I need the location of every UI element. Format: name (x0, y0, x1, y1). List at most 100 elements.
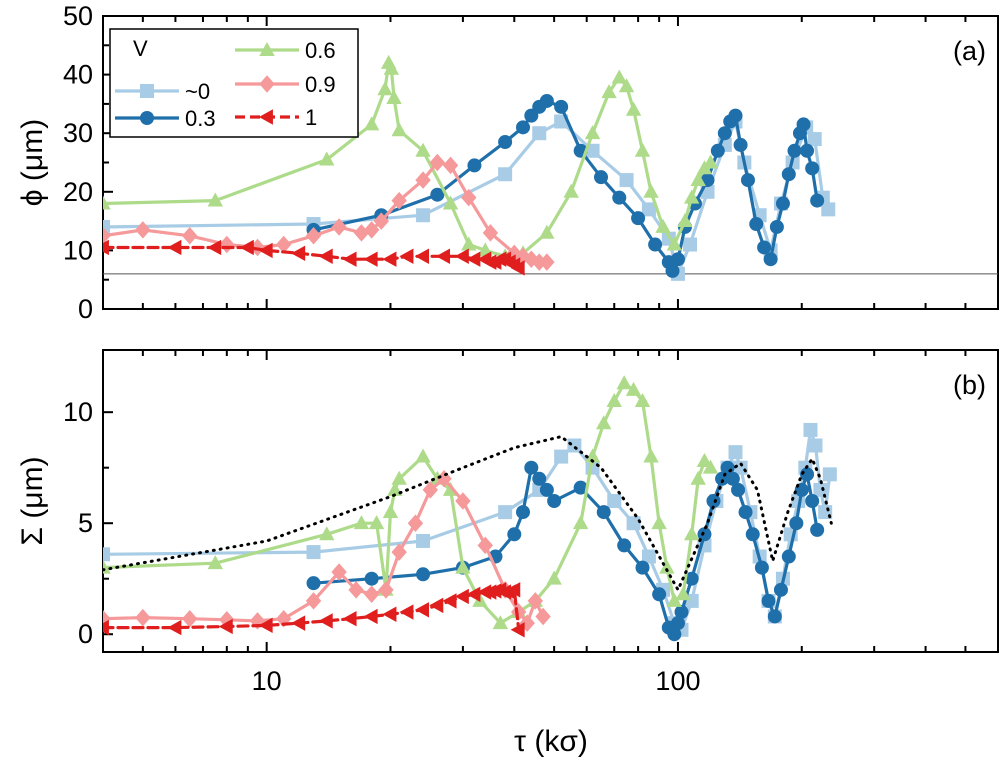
legend-marker (258, 109, 273, 125)
data-point (219, 611, 235, 629)
data-point (455, 559, 471, 574)
data-point (619, 173, 634, 188)
data-point (414, 248, 429, 264)
panel-a: 0 10 20 30 40 50 ϕ (μm) (a) (16, 1, 999, 324)
legend-title: V (133, 36, 148, 61)
data-point (554, 449, 569, 464)
data-point (416, 567, 431, 582)
data-point (167, 239, 182, 256)
data-point (391, 470, 407, 485)
data-point (670, 252, 685, 267)
data-point (539, 482, 554, 497)
data-point (363, 585, 380, 604)
legend-label: 0.6 (305, 38, 336, 63)
data-point (655, 218, 671, 233)
data-point (373, 212, 390, 230)
data-point (670, 616, 685, 631)
data-point (377, 81, 393, 96)
legend-marker (259, 41, 275, 56)
data-point (710, 143, 725, 158)
data-point (103, 547, 110, 562)
data-point (498, 167, 513, 182)
data-point (103, 239, 109, 256)
data-point (399, 248, 414, 264)
data-point (275, 235, 292, 254)
panel-label: (b) (953, 370, 986, 400)
legend-entry: 1 (235, 105, 317, 130)
data-point (810, 522, 825, 537)
data-point (634, 142, 651, 157)
legend-entry: 0.6 (235, 38, 336, 63)
data-point (796, 117, 811, 132)
data-point (757, 240, 772, 255)
data-point (331, 218, 347, 236)
data-point (492, 615, 509, 630)
series-0-6 (103, 375, 719, 630)
data-point (219, 235, 235, 254)
data-point (761, 593, 776, 608)
y-tick-label: 0 (78, 294, 93, 324)
data-point (745, 527, 760, 542)
data-point (763, 252, 778, 267)
data-point (218, 618, 233, 635)
data-point (807, 132, 822, 147)
y-tick-label: 5 (78, 508, 93, 538)
data-point (291, 245, 306, 262)
data-point (207, 239, 222, 256)
data-point (667, 627, 682, 642)
data-point (683, 237, 698, 252)
panel-label: (a) (953, 36, 986, 66)
data-point (391, 122, 407, 137)
data-point (258, 242, 273, 259)
legend-marker (259, 75, 275, 93)
data-point (507, 527, 522, 542)
data-point (331, 563, 347, 581)
data-point (631, 211, 646, 226)
x-tick-label: 10 (252, 666, 282, 696)
data-point (291, 615, 306, 631)
data-point (364, 571, 379, 586)
data-point (618, 78, 635, 93)
data-point (572, 515, 589, 530)
series-1 (103, 582, 525, 638)
panel-b: 0 5 10 Σ (μm) (b) 10 100 (16, 349, 999, 696)
data-point (342, 610, 357, 627)
data-point (539, 93, 554, 108)
data-point (616, 375, 632, 390)
data-point (466, 251, 481, 267)
data-point (467, 158, 482, 173)
data-point (781, 549, 796, 564)
legend-marker (140, 111, 154, 125)
data-point (738, 505, 753, 520)
data-point (625, 381, 642, 396)
data-point (594, 170, 609, 185)
data-point (773, 582, 788, 597)
data-point (775, 196, 790, 211)
x-axis-label: τ (kσ) (514, 725, 588, 758)
data-point (461, 188, 477, 207)
series-envelope (103, 435, 833, 592)
data-point (207, 192, 223, 207)
data-point (641, 202, 656, 217)
data-point (800, 467, 815, 482)
plot-area (103, 375, 837, 642)
data-point (725, 471, 740, 486)
legend-label: ~0 (185, 79, 210, 104)
data-point (733, 137, 748, 152)
plot-frame (102, 349, 999, 653)
data-point (498, 505, 513, 520)
data-point (103, 195, 111, 210)
data-point (789, 516, 804, 531)
data-point (383, 60, 400, 75)
data-point (740, 173, 755, 188)
data-point (386, 89, 402, 104)
legend: V ~00.3 0.6 0.9 1 (109, 28, 359, 138)
data-point (822, 467, 837, 482)
data-point (382, 251, 397, 267)
y-tick-label: 40 (63, 60, 93, 90)
data-point (415, 171, 431, 189)
data-point (697, 527, 712, 542)
data-point (399, 604, 414, 620)
